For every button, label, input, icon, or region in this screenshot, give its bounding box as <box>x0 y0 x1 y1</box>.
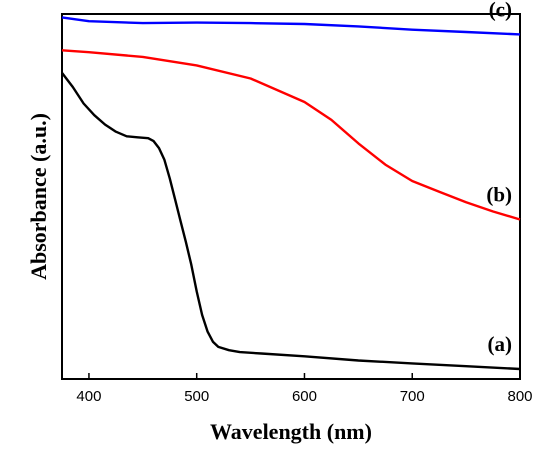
series-label-b: (b) <box>486 183 512 207</box>
series-line-a <box>61 72 521 371</box>
series-line-b <box>61 49 521 221</box>
series-label-c: (c) <box>489 0 512 21</box>
plot-frame <box>61 13 521 380</box>
x-axis-title: Wavelength (nm) <box>210 419 372 444</box>
series-labels: (a) (b) (c) <box>486 0 512 356</box>
x-tick-label: 500 <box>184 388 209 405</box>
x-tick-label: 700 <box>400 388 425 405</box>
x-tick-label: 400 <box>76 388 101 405</box>
x-tick-label: 600 <box>292 388 317 405</box>
x-ticks: 400 500 600 700 800 <box>76 373 533 405</box>
x-tick-label: 800 <box>507 388 532 405</box>
series-label-a: (a) <box>488 332 513 356</box>
series-line-c <box>61 16 521 36</box>
y-axis-title: Absorbance (a.u.) <box>26 113 51 280</box>
series-layer <box>61 16 521 371</box>
